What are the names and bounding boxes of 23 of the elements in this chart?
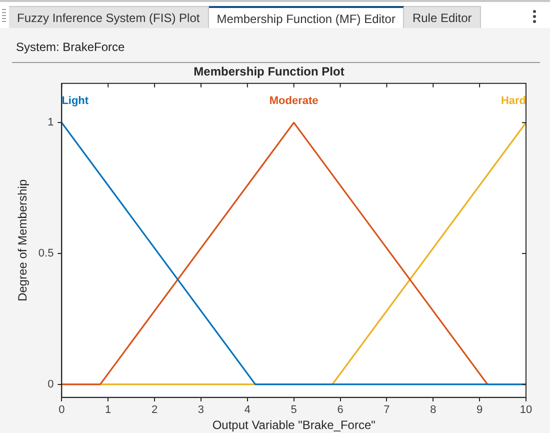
x-tick-label: 7: [384, 404, 390, 416]
x-tick-label: 4: [244, 404, 250, 416]
x-tick-label: 8: [430, 404, 436, 416]
x-tick-label: 3: [198, 404, 204, 416]
text: System: BrakeForce: [15, 39, 126, 56]
text: Fuzzy Inference System (FIS) Plot: [9, 6, 209, 28]
series-label: Moderate: [269, 95, 318, 108]
series-label: Hard: [500, 95, 526, 108]
x-tick-label: 10: [520, 404, 532, 416]
x-axis-title: Output Variable "Brake_Force": [212, 418, 376, 432]
x-tick-label: 1: [105, 404, 112, 416]
x-tick-label: 6: [337, 404, 344, 416]
y-tick-label: 1: [48, 116, 54, 129]
series-label: Light: [62, 95, 89, 108]
text: Rule Editor: [404, 6, 481, 28]
x-tick-label: 5: [290, 404, 297, 416]
x-tick-label: 0: [58, 404, 65, 416]
y-tick-label: 0: [48, 378, 54, 390]
y-tick-label: 0.5: [38, 248, 54, 260]
x-tick-label: 2: [151, 404, 158, 416]
y-axis-title: Degree of Membership: [16, 179, 30, 302]
x-tick-label: 9: [476, 404, 483, 416]
chart-title: Membership Function Plot: [194, 64, 344, 79]
